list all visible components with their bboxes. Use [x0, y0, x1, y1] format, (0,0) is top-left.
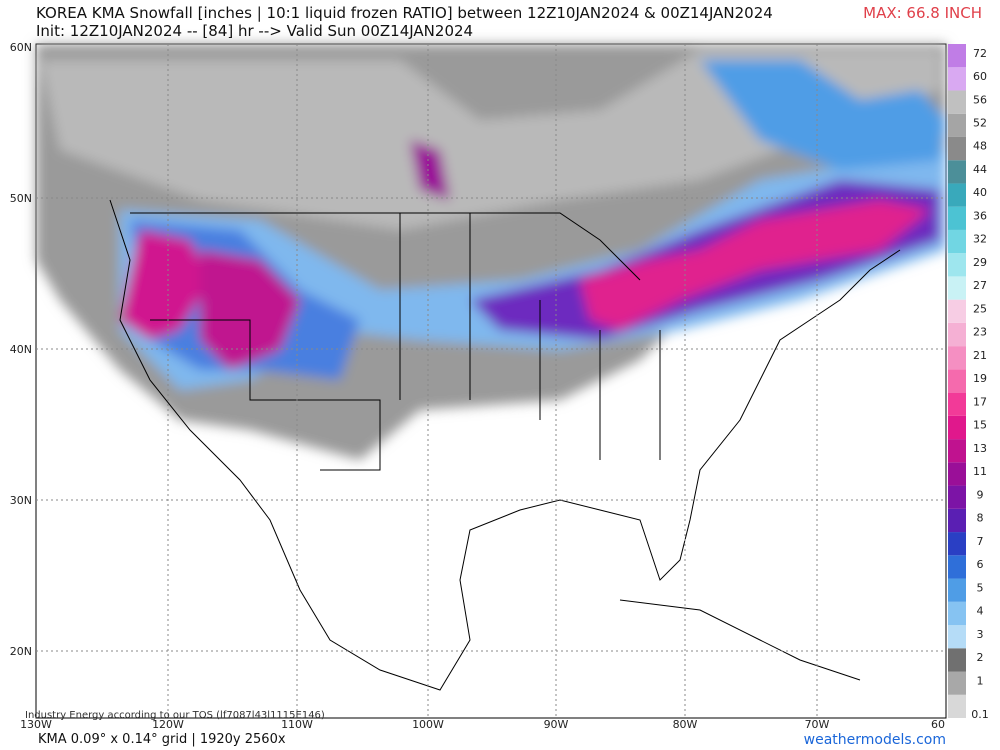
colorbar-swatch	[948, 299, 966, 323]
colorbar-label: 15	[973, 419, 987, 432]
colorbar-swatch	[948, 322, 966, 347]
colorbar-label: 56	[973, 93, 987, 106]
source-link: weathermodels.com	[803, 732, 946, 748]
colorbar-label: 8	[977, 512, 984, 525]
colorbar-label: 40	[973, 186, 987, 199]
copyright: Industry Energy according to our TOS (lf…	[25, 710, 325, 721]
colorbar-label: 0.1	[971, 708, 989, 721]
colorbar-swatch	[948, 67, 966, 91]
lat-label: 50N	[10, 192, 32, 205]
colorbar-swatch	[948, 555, 966, 579]
colorbar-label: 17	[973, 395, 987, 408]
colorbar-label: 25	[973, 302, 987, 315]
colorbar-swatch	[948, 183, 966, 207]
lon-label: 70W	[805, 718, 830, 731]
colorbar-swatch	[948, 253, 966, 277]
colorbar-label: 6	[977, 558, 984, 571]
snow-field	[36, 44, 946, 460]
colorbar-label: 3	[977, 628, 984, 641]
colorbar-swatch	[948, 113, 966, 137]
colorbar-swatch	[948, 206, 966, 230]
colorbar-swatch	[948, 346, 966, 370]
colorbar-label: 52	[973, 117, 987, 130]
graticule	[36, 44, 946, 718]
colorbar-swatch	[948, 648, 966, 672]
lon-label: 60	[931, 718, 945, 731]
colorbar-swatch	[948, 625, 966, 649]
colorbar-swatch	[948, 369, 966, 393]
colorbar-swatch	[948, 415, 966, 440]
colorbar-swatch	[948, 485, 966, 509]
colorbar-label: 32	[973, 233, 987, 246]
lat-label: 20N	[10, 645, 32, 658]
lat-label: 60N	[10, 41, 32, 54]
colorbar-label: 9	[977, 488, 984, 501]
colorbar-label: 48	[973, 140, 987, 153]
colorbar-swatch	[948, 276, 966, 300]
grid-info: KMA 0.09° x 0.14° grid | 1920y 2560x	[38, 732, 286, 747]
colorbar-label: 29	[973, 256, 987, 269]
colorbar-swatch	[948, 601, 966, 626]
lat-label: 30N	[10, 494, 32, 507]
colorbar-swatch	[948, 532, 966, 556]
colorbar-label: 7	[977, 535, 984, 548]
colorbar-swatch	[948, 694, 966, 718]
lat-label: 40N	[10, 343, 32, 356]
lon-label: 80W	[673, 718, 698, 731]
colorbar-label: 2	[977, 651, 984, 664]
colorbar-swatch	[948, 229, 966, 254]
colorbar-label: 4	[977, 605, 984, 618]
colorbar-label: 27	[973, 279, 987, 292]
colorbar-swatch	[948, 136, 966, 161]
colorbar-label: 44	[973, 163, 987, 176]
colorbar-label: 36	[973, 209, 987, 222]
colorbar-label: 23	[973, 326, 987, 339]
subtitle: Init: 12Z10JAN2024 -- [84] hr --> Valid …	[36, 22, 474, 40]
lon-label: 130W	[20, 718, 52, 731]
colorbar-swatch	[948, 44, 966, 68]
colorbar-label: 11	[973, 465, 987, 478]
colorbar: 0.11234567891113151719212325272932364044…	[948, 44, 989, 721]
lon-label: 110W	[281, 718, 313, 731]
colorbar-swatch	[948, 671, 966, 695]
colorbar-label: 60	[973, 70, 987, 83]
lon-label: 120W	[152, 718, 184, 731]
colorbar-label: 13	[973, 442, 987, 455]
colorbar-label: 5	[977, 581, 984, 594]
lon-label: 100W	[412, 718, 444, 731]
colorbar-swatch	[948, 439, 966, 463]
colorbar-swatch	[948, 508, 966, 533]
colorbar-swatch	[948, 90, 966, 114]
max-value: MAX: 66.8 INCH	[863, 4, 982, 22]
title: KOREA KMA Snowfall [inches | 10:1 liquid…	[36, 4, 773, 22]
lon-label: 90W	[544, 718, 569, 731]
colorbar-swatch	[948, 160, 966, 184]
colorbar-label: 21	[973, 349, 987, 362]
borders	[109, 199, 901, 691]
colorbar-label: 1	[977, 674, 984, 687]
colorbar-label: 72	[973, 47, 987, 60]
colorbar-swatch	[948, 462, 966, 486]
colorbar-swatch	[948, 392, 966, 416]
colorbar-swatch	[948, 578, 966, 602]
colorbar-label: 19	[973, 372, 987, 385]
